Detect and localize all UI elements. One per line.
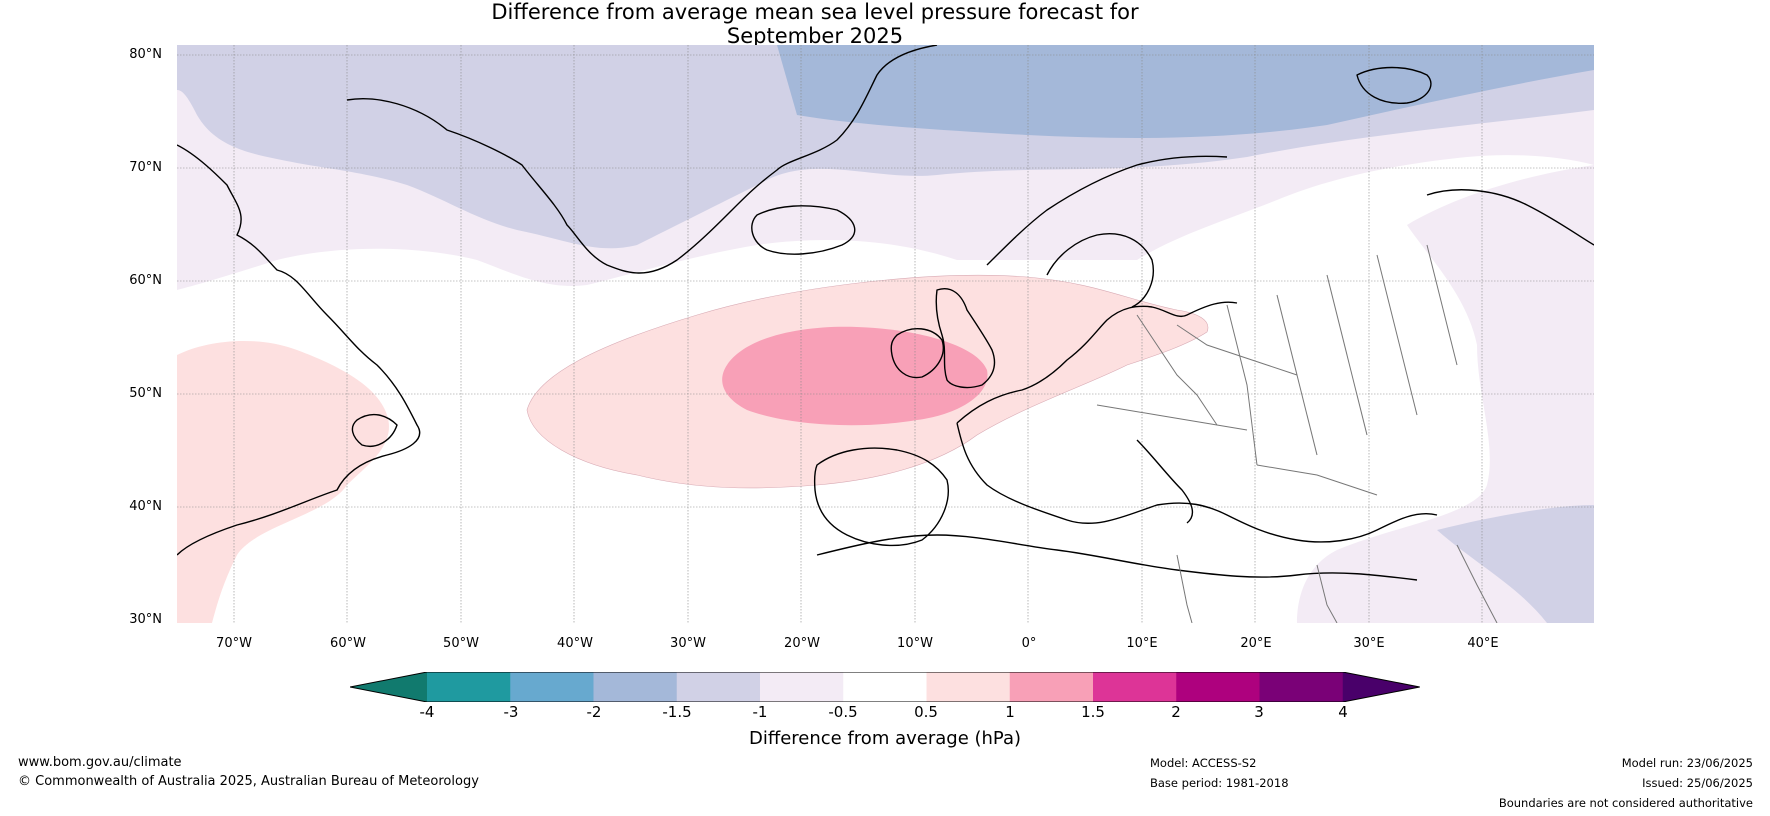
lon-label-10w: 10°W [897,636,933,651]
coast-iberia [813,447,949,547]
footer-disclaimer: Boundaries are not considered authoritat… [1498,796,1753,810]
lat-label-50n: 50°N [129,386,162,401]
colorbar-extend-high [1342,672,1420,702]
colorbar-segment [1093,672,1177,702]
footer-copyright: © Commonwealth of Australia 2025, Austra… [18,774,479,789]
map-title: Difference from average mean sea level p… [470,0,1160,48]
footer-website: www.bom.gov.au/climate [18,755,182,770]
coast-iceland [751,205,856,255]
lon-label-20e: 20°E [1240,636,1272,651]
colorbar-tick: -1 [752,703,768,721]
colorbar [350,672,1420,702]
lon-label-60w: 60°W [330,636,366,651]
colorbar-segment [1009,672,1094,702]
footer-issued: Issued: 25/06/2025 [1642,776,1753,790]
colorbar-outline [350,672,1420,702]
coastlines [177,45,1594,581]
colorbar-tick: -4 [419,703,435,721]
colorbar-tick: 1.5 [1081,703,1105,721]
colorbar-segment [676,672,761,702]
lon-label-20w: 20°W [784,636,820,651]
lon-label-10e: 10°E [1126,636,1158,651]
lon-label-40e: 40°E [1467,636,1499,651]
anomaly-region-pos-0.5-west [177,340,389,623]
lon-label-40w: 40°W [557,636,593,651]
colorbar-tick: 0.5 [914,703,938,721]
lat-label-70n: 70°N [129,160,162,175]
footer-model-run: Model run: 23/06/2025 [1621,756,1753,770]
lat-label-80n: 80°N [129,47,162,62]
colorbar-segment [843,672,927,702]
colorbar-segment [926,672,1011,702]
lat-label-60n: 60°N [129,273,162,288]
title-line-1: Difference from average mean sea level p… [491,0,1139,24]
pressure-anomaly-map [177,45,1594,623]
coast-europe [956,301,1438,543]
colorbar-segment [1176,672,1260,702]
lon-label-30e: 30°E [1353,636,1385,651]
colorbar-tick: -0.5 [828,703,858,721]
title-line-2: September 2025 [726,24,904,48]
country-borders [1096,244,1498,623]
colorbar-tick: 4 [1338,703,1348,721]
anomaly-region-neg-0.5-east [1297,165,1594,623]
coast-labrador [177,144,421,556]
lon-label-0: 0° [1021,636,1037,651]
anomaly-region-pos-1 [722,326,988,426]
colorbar-extend-low [350,672,427,702]
footer-model: Model: ACCESS-S2 [1150,756,1257,770]
colorbar-tick: 2 [1171,703,1181,721]
graticule [177,45,1594,623]
coast-italy [1136,439,1194,524]
anomaly-region-neg-1-south [1437,505,1594,623]
colorbar-segment [760,672,844,702]
colorbar-tick: 1 [1005,703,1015,721]
anomaly-region-neg-1.5 [777,45,1594,138]
colorbar-label: Difference from average (hPa) [748,728,1022,749]
lon-label-30w: 30°W [670,636,706,651]
coast-north-africa [816,534,1418,581]
lat-label-30n: 30°N [129,612,162,627]
coast-russian-arctic [1426,189,1594,246]
colorbar-segment [510,672,594,702]
colorbar-tick: -1.5 [662,703,692,721]
footer-base-period: Base period: 1981-2018 [1150,776,1289,790]
lon-label-50w: 50°W [443,636,479,651]
coast-svalbard [1356,66,1432,104]
colorbar-tick: -3 [503,703,519,721]
colorbar-tick: 3 [1254,703,1264,721]
lat-label-40n: 40°N [129,499,162,514]
colorbar-tick: -2 [586,703,602,721]
coast-great-britain [935,288,996,389]
colorbar-segment [593,672,678,702]
lon-label-70w: 70°W [216,636,252,651]
coast-newfoundland [351,413,398,447]
colorbar-segment [1259,672,1344,702]
colorbar-segment [427,672,511,702]
coast-scandinavia [986,155,1228,308]
coast-ireland [890,328,944,379]
coast-greenland [346,45,938,274]
